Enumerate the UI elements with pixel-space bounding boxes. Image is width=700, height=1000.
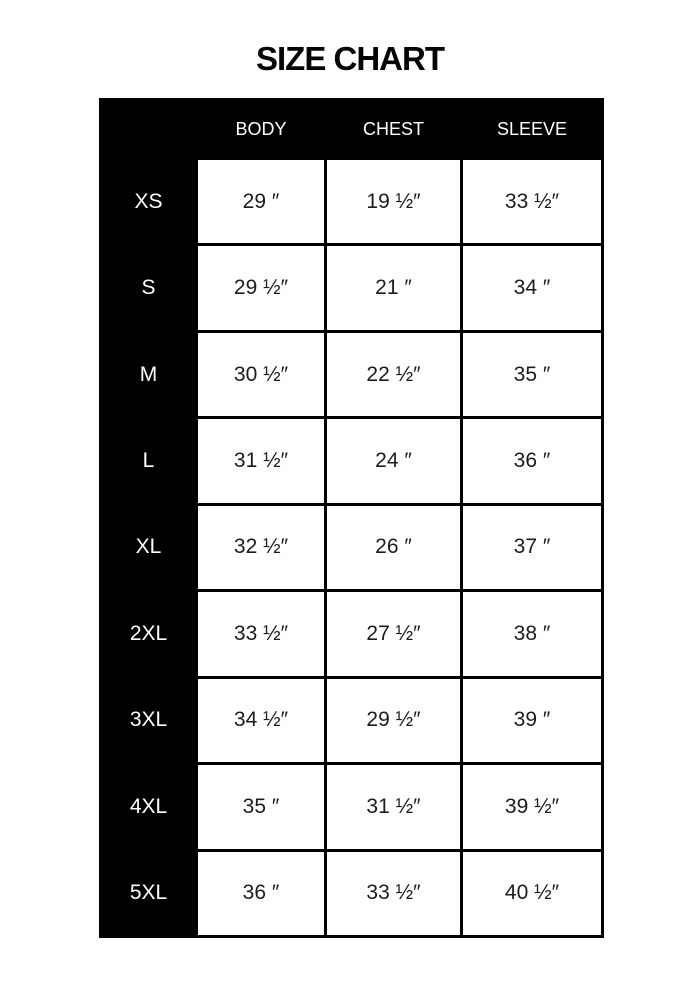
column-header-chest: CHEST (327, 101, 460, 157)
chest-value: 26 ″ (327, 505, 460, 590)
body-value: 31 ½″ (198, 419, 324, 503)
size-label: XL (102, 505, 195, 590)
chest-value: 27 ½″ (327, 592, 460, 676)
column-header-body: BODY (198, 101, 324, 157)
sleeve-value: 37 ″ (463, 505, 601, 590)
page-title: SIZE CHART (256, 40, 445, 77)
body-value: 30 ½″ (198, 332, 324, 417)
sleeve-value: 34 ″ (463, 246, 601, 330)
chest-value: 31 ½″ (327, 765, 460, 849)
column-header-sleeve: SLEEVE (463, 101, 601, 157)
sleeve-value: 39 ½″ (463, 765, 601, 849)
sleeve-value: 35 ″ (463, 332, 601, 417)
size-label: 3XL (102, 678, 195, 763)
size-label: L (102, 419, 195, 503)
chest-value: 29 ½″ (327, 678, 460, 763)
body-value: 29 ″ (198, 160, 324, 244)
size-label: 2XL (102, 592, 195, 676)
sleeve-value: 36 ″ (463, 419, 601, 503)
sleeve-value: 38 ″ (463, 592, 601, 676)
size-label: S (102, 246, 195, 330)
body-value: 36 ″ (198, 851, 324, 935)
sleeve-value: 40 ½″ (463, 851, 601, 935)
chest-value: 33 ½″ (327, 851, 460, 935)
body-value: 29 ½″ (198, 246, 324, 330)
size-label: XS (102, 160, 195, 244)
body-value: 34 ½″ (198, 678, 324, 763)
size-label: 5XL (102, 851, 195, 935)
chest-value: 22 ½″ (327, 332, 460, 417)
sleeve-value: 39 ″ (463, 678, 601, 763)
body-value: 33 ½″ (198, 592, 324, 676)
chest-value: 24 ″ (327, 419, 460, 503)
corner-cell (102, 101, 195, 157)
chest-value: 19 ½″ (327, 160, 460, 244)
body-value: 32 ½″ (198, 505, 324, 590)
chest-value: 21 ″ (327, 246, 460, 330)
size-label: 4XL (102, 765, 195, 849)
size-chart-table: BODY CHEST SLEEVE XS 29 ″ 19 ½″ 33 ½″ S … (99, 98, 604, 938)
sleeve-value: 33 ½″ (463, 160, 601, 244)
body-value: 35 ″ (198, 765, 324, 849)
size-label: M (102, 332, 195, 417)
